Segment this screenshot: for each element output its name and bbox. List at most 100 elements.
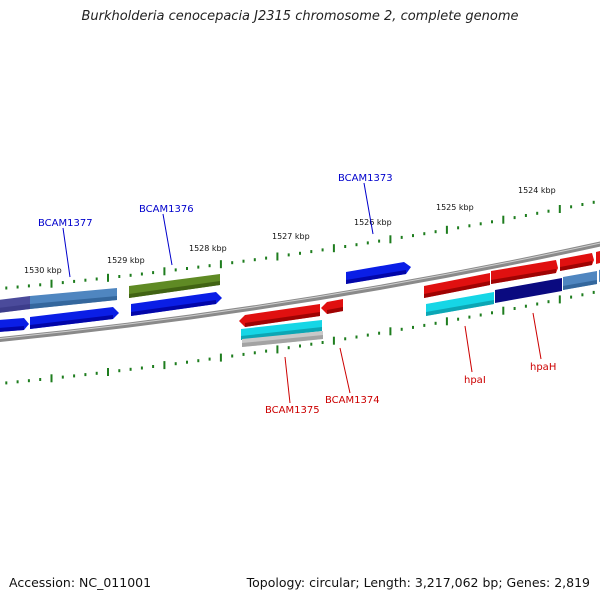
inner-ruler-tick	[219, 353, 222, 362]
outer-ruler-tick	[197, 265, 200, 269]
outer-ruler-tick	[73, 279, 76, 283]
inner-ruler-tick	[491, 311, 493, 315]
outer-ruler-tick	[389, 235, 392, 244]
outer-ruler	[5, 200, 595, 290]
outer-ruler-tick	[310, 250, 313, 254]
inner-ruler-tick	[445, 317, 448, 326]
inner-ruler-tick	[366, 333, 369, 337]
outer-ruler-tick	[163, 267, 166, 276]
outer-ruler-tick	[457, 226, 460, 230]
genome-backbone	[0, 241, 600, 343]
inner-ruler-tick	[310, 342, 313, 346]
inner-ruler	[5, 290, 595, 385]
kbp-label-1527: 1527 kbp	[272, 232, 310, 241]
inner-ruler-tick	[344, 337, 347, 341]
inner-ruler-tick	[536, 302, 539, 306]
outer-ruler-tick	[242, 259, 245, 263]
outer-ruler-tick	[468, 224, 471, 228]
kbp-label-1528: 1528 kbp	[189, 244, 227, 253]
outer-ruler-tick	[219, 260, 222, 269]
inner-ruler-tick	[84, 373, 87, 377]
outer-ruler-tick	[355, 243, 358, 247]
gene-label-bcam1377[interactable]: BCAM1377	[38, 218, 93, 229]
outer-ruler-tick	[513, 216, 516, 220]
gene-labels: BCAM1377 BCAM1376 BCAM1373 BCAM1375 BCAM…	[38, 173, 556, 416]
kbp-label-1524: 1524 kbp	[518, 186, 556, 195]
outer-ruler-tick	[152, 271, 155, 275]
gene-arrow-red-d[interactable]	[596, 250, 600, 264]
inner-ruler-tick	[513, 307, 516, 310]
outer-ruler-tick	[118, 275, 121, 278]
inner-ruler-tick	[299, 344, 301, 348]
outer-ruler-tick	[186, 267, 188, 270]
outer-ruler-tick	[332, 244, 335, 253]
outer-ruler-tick	[581, 203, 584, 206]
inner-ruler-tick	[186, 360, 188, 364]
outer-ruler-tick	[16, 285, 19, 289]
outer-ruler-tick	[140, 272, 143, 276]
inner-ruler-tick	[107, 368, 109, 376]
inner-ruler-tick	[61, 375, 64, 379]
outer-ruler-tick	[344, 245, 347, 248]
outer-ruler-tick	[479, 222, 482, 226]
inner-ruler-tick	[524, 304, 527, 308]
inner-ruler-tick	[129, 367, 132, 371]
inner-ruler-tick	[73, 374, 76, 378]
outer-ruler-tick	[27, 284, 30, 288]
inner-ruler-tick	[174, 362, 177, 366]
outer-ruler-tick	[276, 252, 279, 261]
inner-ruler-tick	[479, 313, 482, 317]
gene-arrow-hpah[interactable]	[495, 278, 562, 303]
outer-ruler-tick	[558, 205, 561, 213]
inner-ruler-tick	[140, 366, 143, 370]
inner-ruler-tick	[253, 351, 256, 355]
kbp-label-1529: 1529 kbp	[107, 256, 145, 265]
outer-ruler-tick	[95, 277, 98, 281]
inner-ruler-tick	[5, 381, 8, 385]
gene-label-bcam1373[interactable]: BCAM1373	[338, 173, 393, 184]
outer-ruler-tick	[84, 278, 87, 282]
gene-label-bcam1374[interactable]: BCAM1374	[325, 395, 380, 406]
inner-ruler-tick	[276, 345, 279, 354]
outer-ruler-tick	[378, 239, 381, 243]
inner-ruler-tick	[39, 378, 42, 381]
outer-ruler-tick	[129, 273, 132, 277]
outer-ruler-tick	[423, 232, 426, 236]
forward-features	[0, 250, 600, 313]
inner-ruler-tick	[118, 369, 121, 373]
gene-label-hpai[interactable]: hpaI	[464, 375, 486, 386]
inner-ruler-tick	[208, 357, 211, 361]
gene-label-bcam1376[interactable]: BCAM1376	[139, 204, 194, 215]
outer-ruler-tick	[592, 200, 595, 204]
inner-ruler-tick	[231, 354, 234, 358]
inner-ruler-tick	[457, 317, 460, 321]
map-title: Burkholderia cenocepacia J2315 chromosom…	[81, 9, 519, 24]
inner-ruler-tick	[16, 380, 19, 384]
outer-ruler-tick	[5, 286, 8, 290]
inner-ruler-tick	[332, 336, 335, 345]
inner-ruler-tick	[570, 295, 573, 299]
accession-text: Accession: NC_011001	[9, 575, 152, 590]
inner-ruler-tick	[95, 371, 98, 375]
inner-ruler-tick	[355, 335, 358, 339]
outer-ruler-tick	[208, 264, 211, 268]
inner-ruler-tick	[592, 290, 595, 294]
outer-ruler-tick	[50, 279, 53, 288]
kbp-label-1526: 1526 kbp	[354, 218, 392, 227]
gene-label-bcam1375[interactable]: BCAM1375	[265, 405, 320, 416]
outer-ruler-tick	[491, 220, 493, 224]
inner-ruler-tick	[197, 359, 200, 363]
gene-label-hpah[interactable]: hpaH	[530, 362, 556, 373]
inner-ruler-tick	[265, 349, 268, 353]
outer-ruler-tick	[39, 283, 42, 287]
outer-ruler-tick	[174, 268, 177, 272]
outer-ruler-tick	[287, 253, 290, 257]
inner-ruler-tick	[412, 325, 414, 329]
inner-ruler-tick	[242, 352, 245, 356]
outer-ruler-tick	[547, 209, 550, 213]
inner-ruler-tick	[581, 293, 584, 297]
inner-ruler-tick	[547, 300, 550, 304]
inner-ruler-tick	[502, 306, 505, 315]
inner-ruler-tick	[321, 341, 324, 344]
